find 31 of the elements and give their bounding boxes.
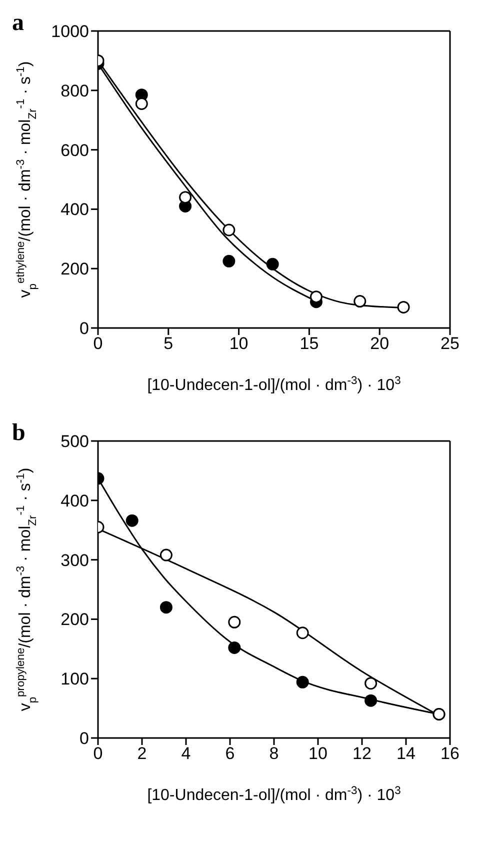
- chart-title: a: [12, 10, 24, 37]
- x-tick-label: 2: [137, 744, 147, 764]
- x-tick-label: 12: [352, 744, 372, 764]
- y-tick-label: 400: [60, 491, 89, 510]
- y-tick-label: 1000: [51, 22, 89, 42]
- x-tick-label: 20: [370, 334, 390, 354]
- y-tick-label: 500: [60, 432, 89, 452]
- y-tick-label: 100: [60, 670, 89, 689]
- x-tick-label: 10: [308, 744, 328, 764]
- x-tick-label: 6: [225, 744, 235, 764]
- x-axis-title: [10-Undecen-1-ol]/(mol · dm$^{-3}$) · 10$^{3}$: [147, 785, 401, 804]
- y-tick-label: 300: [60, 550, 89, 570]
- x-tick-label: 25: [440, 334, 460, 354]
- y-tick-label: 200: [60, 260, 89, 279]
- y-tick-label: 0: [80, 729, 89, 748]
- y-tick-label: 0: [80, 319, 89, 338]
- chart-title: b: [12, 420, 26, 447]
- x-tick-label: 8: [269, 744, 279, 764]
- x-tick-label: 14: [396, 744, 416, 764]
- y-tick-label: 800: [60, 81, 89, 100]
- x-tick-label: 15: [300, 334, 319, 354]
- x-tick-label: 0: [93, 334, 103, 354]
- x-tick-label: 10: [229, 334, 248, 354]
- y-tick-label: 600: [60, 140, 89, 160]
- y-tick-label: 400: [60, 200, 89, 220]
- x-tick-label: 5: [164, 334, 174, 354]
- x-tick-label: 16: [440, 744, 460, 764]
- x-tick-label: 4: [181, 744, 191, 764]
- x-axis-title: [10-Undecen-1-ol]/(mol · dm$^{-3}$) · 10$^{3}$: [147, 375, 401, 394]
- y-tick-label: 200: [60, 610, 89, 630]
- x-tick-label: 0: [93, 744, 103, 764]
